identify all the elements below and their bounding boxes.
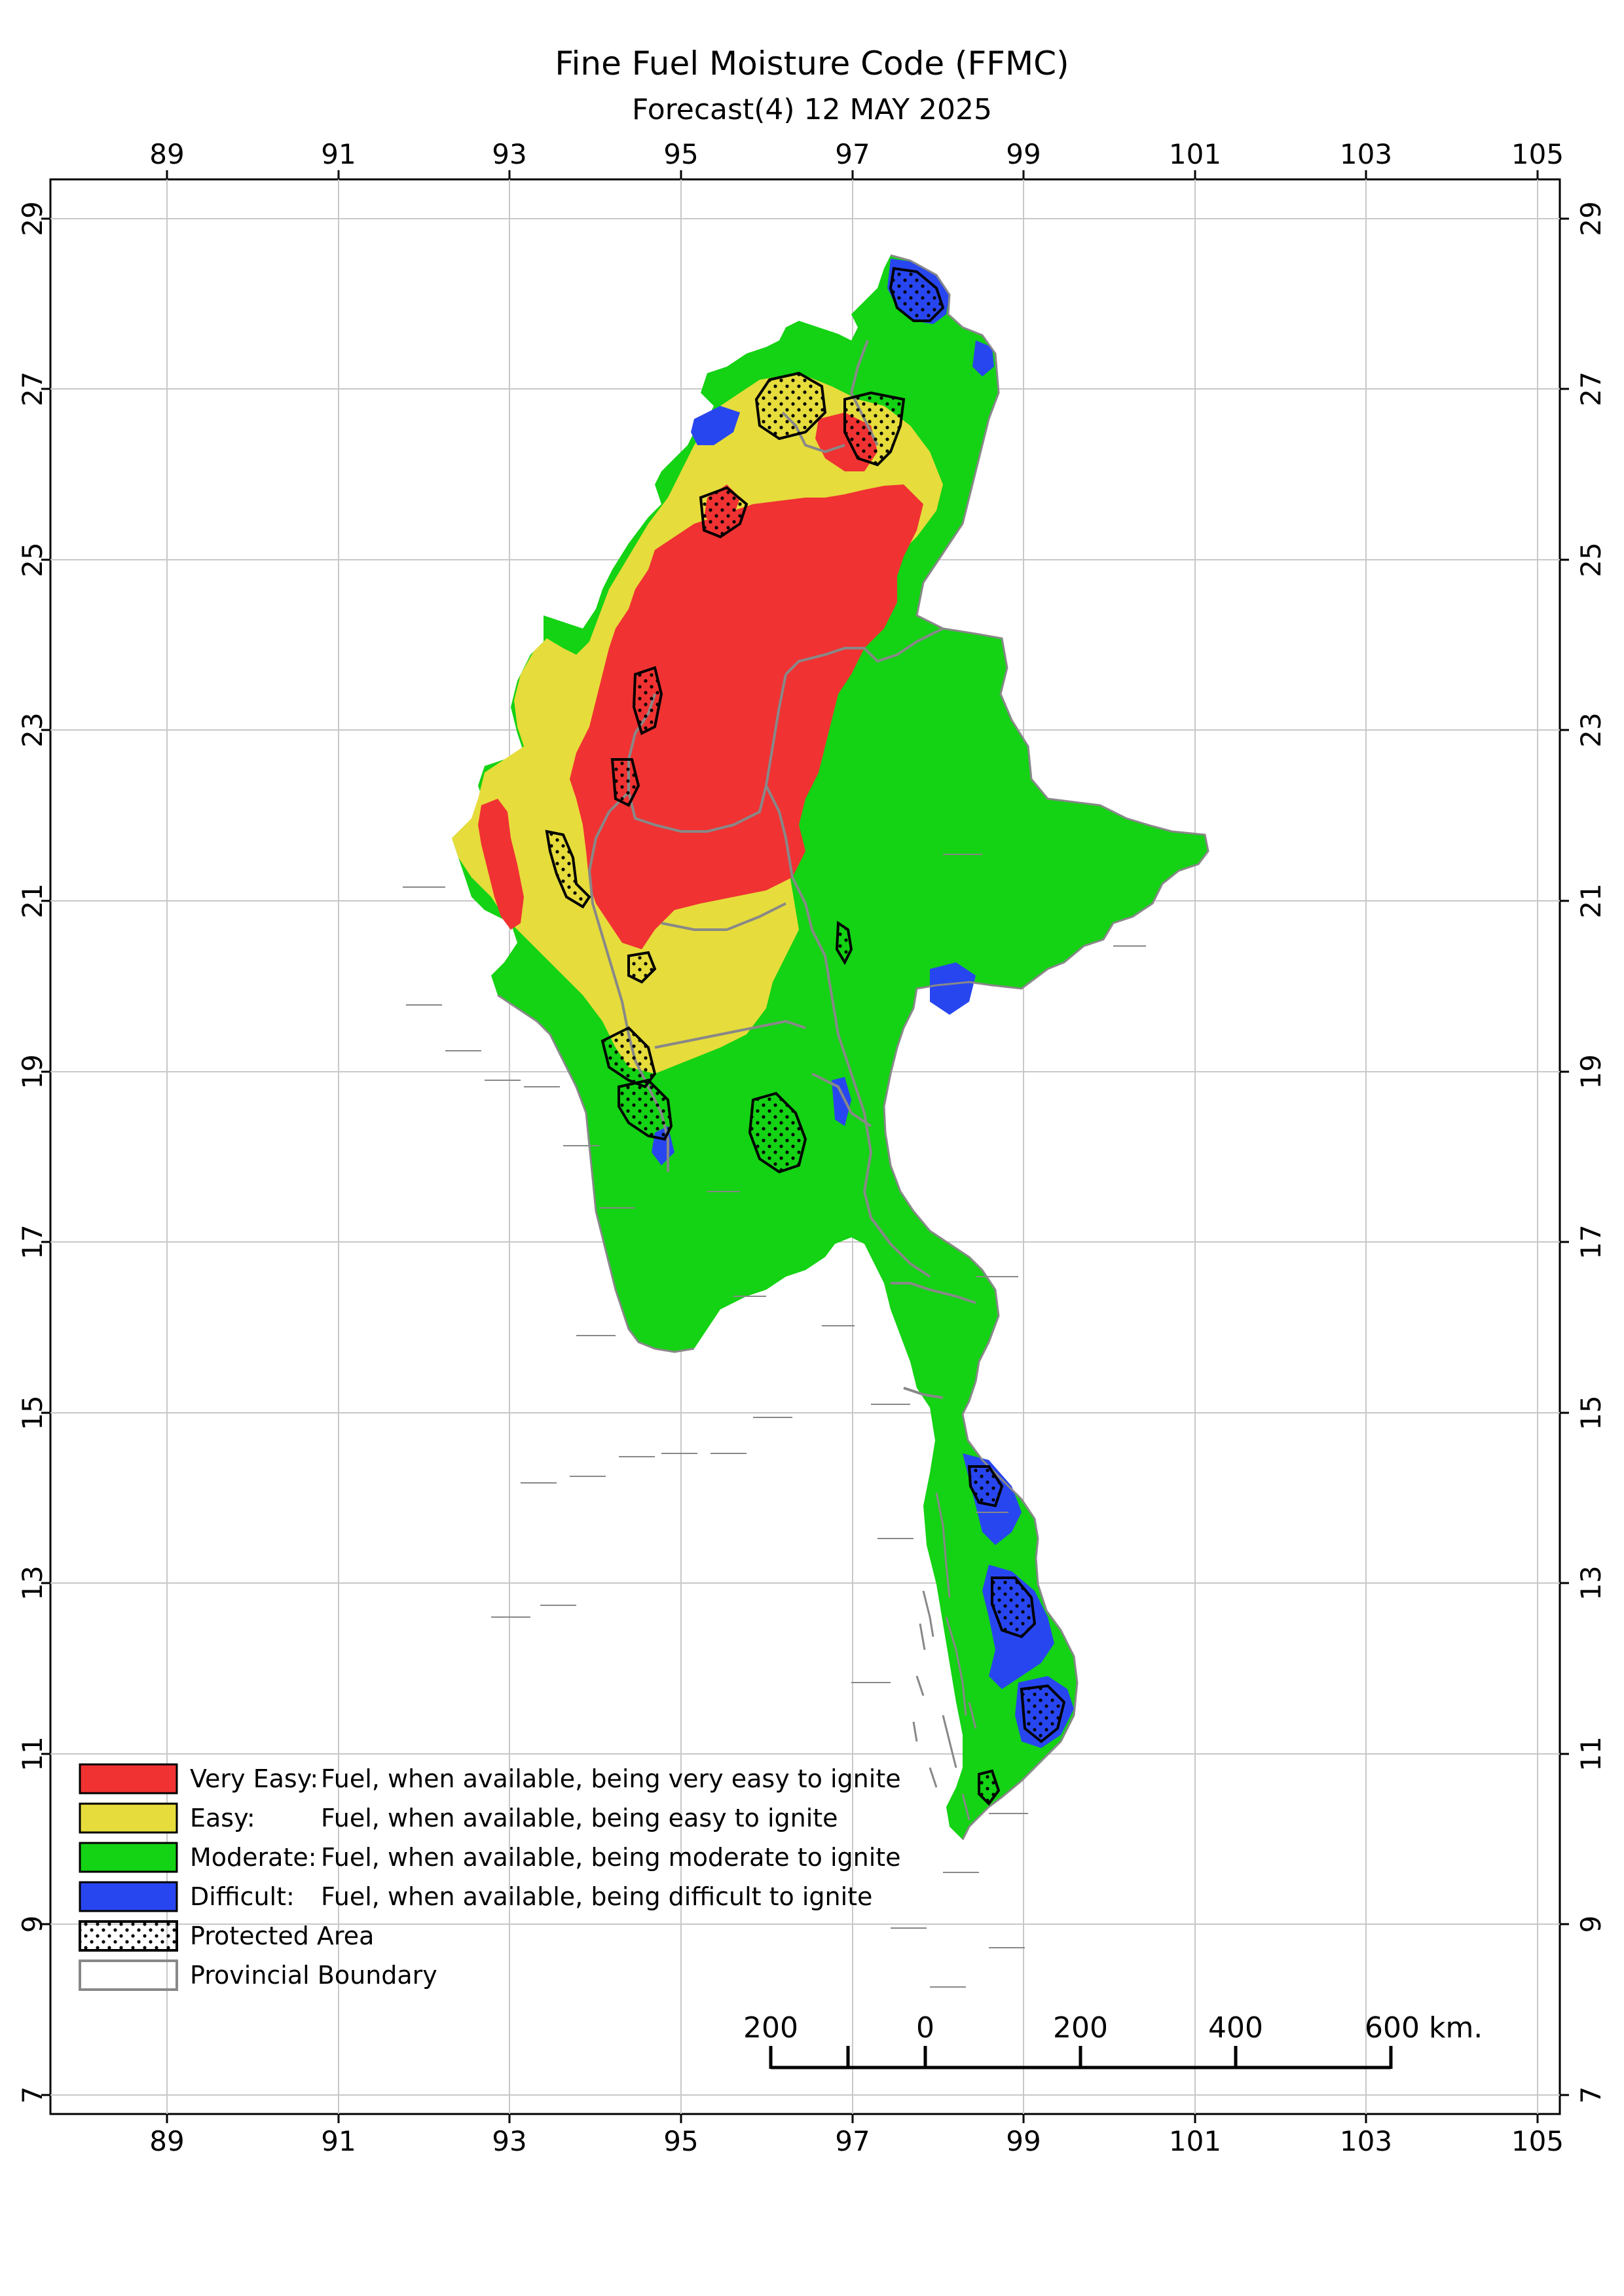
legend-swatch-provincial-boundary [79,1959,178,1991]
lon-tick-label-bottom: 99 [1006,2125,1041,2157]
lat-tick-label-left: 23 [16,712,48,747]
legend-label-provincial-boundary: Provincial Boundary [190,1961,437,1990]
protected-area [632,666,663,735]
lon-tick-label-top: 89 [149,138,184,170]
legend-desc-very-easy: Fuel, when available, being very easy to… [321,1764,901,1793]
legend-label-very-easy: Very Easy: [190,1764,318,1793]
legend-swatch-easy [79,1802,178,1834]
archipelago-islands [912,1492,977,1821]
scale-label-0: 0 [916,2011,934,2045]
lat-tick-label-right: 27 [1575,371,1607,406]
lat-tick-label-left: 17 [16,1224,48,1259]
map-title: Fine Fuel Moisture Code (FFMC) [555,45,1069,82]
scale-label-400: 400 [1208,2011,1263,2045]
legend-swatch-difficult [79,1881,178,1912]
protected-area [991,1576,1037,1639]
lat-tick-label-right: 29 [1575,201,1607,236]
country-outline [497,254,1209,1840]
map-subtitle: Forecast(4) 12 MAY 2025 [632,93,992,126]
lat-tick-label-left: 27 [16,371,48,406]
lon-tick-label-top: 91 [321,138,356,170]
legend-swatch-protected-area [79,1920,178,1952]
lon-tick-label-bottom: 93 [492,2125,526,2157]
lat-tick-label-right: 13 [1575,1565,1607,1600]
lon-tick-label-bottom: 101 [1169,2125,1221,2157]
lat-tick-label-left: 19 [16,1054,48,1089]
protected-area [843,391,906,467]
lat-tick-label-right: 11 [1575,1736,1607,1771]
lat-tick-label-right: 23 [1575,712,1607,747]
lon-tick-label-top: 93 [492,138,526,170]
legend-label-protected-area: Protected Area [190,1922,374,1950]
axis-ticks: 8989919193939595979799991011011031031051… [16,138,1607,2157]
lat-tick-label-left: 25 [16,542,48,577]
protected-area [967,1465,1004,1508]
scale-label-600-km: 600 km. [1365,2011,1483,2045]
protected-area [545,829,591,909]
protected-area [748,1091,807,1174]
scale-bar [769,2046,1393,2069]
lon-tick-label-bottom: 89 [149,2125,184,2157]
protected-area [835,920,853,966]
lat-tick-label-right: 17 [1575,1224,1607,1259]
difficult-zone-northwest [691,406,740,445]
protected-area [610,758,640,807]
legend-desc-moderate: Fuel, when available, being moderate to … [321,1843,901,1872]
very-easy-zone-west [478,799,524,930]
legend: Very Easy: Fuel, when available, being v… [79,1763,901,1991]
difficult-zone-northeast [972,340,994,376]
protected-area [754,371,827,441]
lon-tick-label-top: 95 [663,138,698,170]
scale-label-200-left: 200 [743,2011,798,2045]
legend-label-moderate: Moderate: [190,1843,317,1872]
protected-area [627,951,657,984]
lat-tick-label-left: 11 [16,1736,48,1771]
lon-tick-label-top: 101 [1169,138,1221,170]
lon-tick-label-bottom: 105 [1511,2125,1564,2157]
difficult-zone-east [930,962,976,1015]
lat-tick-label-left: 7 [16,2086,48,2104]
lat-tick-label-right: 25 [1575,542,1607,577]
protected-area [618,1078,673,1141]
legend-swatch-very-easy [79,1763,178,1795]
protected-area [1020,1684,1066,1743]
lat-tick-label-left: 9 [16,1916,48,1933]
lon-tick-label-top: 99 [1006,138,1041,170]
offshore-island-lines [403,854,1146,1988]
lat-tick-label-left: 29 [16,201,48,236]
lon-tick-label-top: 105 [1511,138,1564,170]
lat-tick-label-right: 19 [1575,1054,1607,1089]
scale-label-200: 200 [1053,2011,1108,2045]
difficult-zone-central [832,1077,851,1126]
lon-tick-label-bottom: 97 [835,2125,870,2157]
lat-tick-label-right: 21 [1575,883,1607,918]
lat-tick-label-left: 13 [16,1565,48,1600]
lat-tick-label-left: 21 [16,883,48,918]
lon-tick-label-top: 103 [1340,138,1392,170]
lon-tick-label-bottom: 103 [1340,2125,1392,2157]
lat-tick-label-right: 9 [1575,1916,1607,1933]
legend-label-easy: Easy: [190,1804,255,1832]
lat-tick-label-right: 15 [1575,1395,1607,1430]
lon-tick-label-bottom: 91 [321,2125,356,2157]
lon-tick-label-bottom: 95 [663,2125,698,2157]
legend-label-difficult: Difficult: [190,1882,295,1911]
protected-areas [545,266,1066,1806]
very-easy-zone [570,484,923,949]
legend-desc-difficult: Fuel, when available, being difficult to… [321,1882,872,1911]
legend-swatch-moderate [79,1842,178,1873]
protected-area [699,486,748,539]
lat-tick-label-right: 7 [1575,2086,1607,2104]
protected-area [978,1769,1001,1806]
legend-desc-easy: Fuel, when available, being easy to igni… [321,1804,838,1832]
lon-tick-label-top: 97 [835,138,870,170]
lat-tick-label-left: 15 [16,1395,48,1430]
protected-area [889,266,945,322]
